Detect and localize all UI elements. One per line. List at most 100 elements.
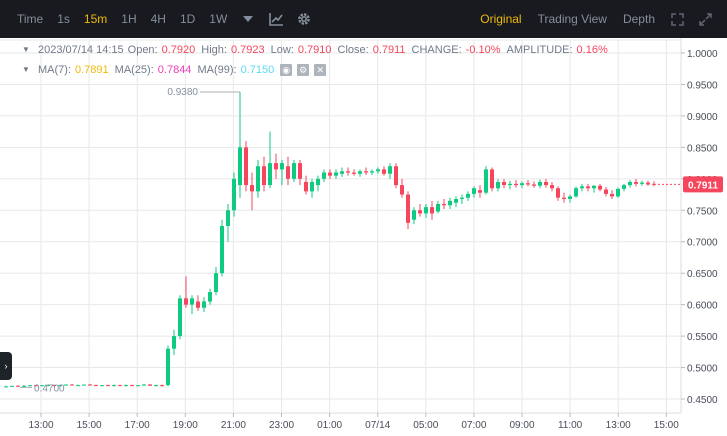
candle-body (508, 183, 512, 186)
candle-body (16, 385, 20, 387)
candle-body (520, 183, 524, 186)
x-tick-label: 07/14 (365, 420, 390, 431)
amplitude-value: 0.16% (576, 44, 608, 56)
interval-1w[interactable]: 1W (209, 12, 228, 26)
candle-body (232, 178, 236, 211)
y-tick-label: 1.0000 (687, 49, 718, 60)
ma7-value: 0.7891 (75, 64, 109, 76)
high-label: High: (201, 44, 227, 56)
candle-body (358, 171, 362, 174)
interval-1d[interactable]: 1D (179, 12, 196, 26)
candle-body (226, 210, 230, 226)
close-label: Close: (337, 44, 369, 56)
view-depth[interactable]: Depth (622, 12, 655, 26)
candle-body (124, 385, 128, 387)
interval-time[interactable]: Time (17, 12, 44, 26)
chevron-down-icon[interactable] (234, 0, 262, 38)
x-tick-label: 05:00 (413, 420, 438, 431)
ma-row: ▼ MA(7): 0.7891 MA(25): 0.7844 MA(99): 0… (22, 60, 614, 80)
interval-1h[interactable]: 1H (121, 12, 137, 26)
candle-body (160, 385, 164, 387)
candle-body (52, 385, 56, 387)
candle-body (82, 384, 86, 386)
high-value: 0.7923 (230, 44, 265, 56)
candle-body (154, 385, 158, 387)
candle-body (562, 197, 566, 199)
y-tick-label: 0.6000 (687, 301, 718, 312)
candle-body (454, 198, 458, 203)
ma7-label: MA(7): (38, 64, 71, 76)
candle-body (418, 210, 422, 214)
candle-body (346, 171, 350, 173)
candle-body (568, 196, 572, 199)
x-tick-label: 17:00 (125, 420, 150, 431)
caret-down-icon[interactable]: ▼ (22, 45, 30, 54)
candle-body (112, 385, 116, 387)
x-tick-label: 15:00 (77, 420, 102, 431)
candle-body (652, 183, 656, 185)
current-price-label: 0.7911 (688, 180, 718, 191)
candle-body (412, 210, 416, 220)
candle-body (340, 171, 344, 174)
view-selector: Original Trading View Depth (472, 0, 727, 38)
interval-4h[interactable]: 4H (150, 12, 166, 26)
candle-body (136, 385, 140, 387)
candle-body (538, 181, 542, 186)
open-label: Open: (127, 44, 158, 56)
y-tick-label: 0.4500 (687, 395, 718, 406)
candle-body (610, 193, 614, 197)
y-tick-label: 0.6500 (687, 269, 718, 280)
candle-body (172, 336, 176, 349)
candle-body (550, 185, 554, 189)
chart-area[interactable]: 1.00000.95000.90000.85000.80000.75000.70… (0, 38, 727, 436)
candle-body (484, 169, 488, 193)
candle-body (634, 181, 638, 184)
candle-body (64, 384, 68, 386)
interval-15m[interactable]: 15m (83, 12, 108, 26)
interval-selector: Time 1s 15m 1H 4H 1D 1W (0, 0, 318, 38)
expand-icon[interactable] (663, 0, 691, 38)
interval-1s[interactable]: 1s (57, 12, 70, 26)
ma99-value: 0.7150 (240, 64, 275, 76)
view-trading-view[interactable]: Trading View (537, 12, 607, 26)
ma25-label: MA(25): (114, 64, 154, 76)
candle-body (472, 188, 476, 194)
eye-icon[interactable]: ◉ (280, 64, 293, 76)
candle-body (400, 185, 404, 195)
view-original[interactable]: Original (480, 12, 522, 26)
candle-body (316, 178, 320, 186)
candle-body (76, 385, 80, 387)
candle-body (442, 203, 446, 206)
candle-body (58, 385, 62, 387)
popout-icon[interactable] (691, 0, 719, 38)
low-marker-label: 0.4700 (34, 383, 65, 394)
gear-icon[interactable] (290, 0, 318, 38)
candle-body (376, 169, 380, 172)
caret-down-icon[interactable]: ▼ (22, 65, 30, 74)
candle-body (88, 384, 92, 386)
candle-body (286, 166, 290, 179)
candle-body (268, 163, 272, 186)
candle-body (478, 190, 482, 193)
settings-icon[interactable]: ⚙ (297, 64, 310, 76)
candle-body (22, 385, 26, 387)
x-tick-label: 19:00 (173, 420, 198, 431)
candlestick-chart[interactable]: 1.00000.95000.90000.85000.80000.75000.70… (0, 38, 727, 436)
amplitude-label: AMPLITUDE: (506, 44, 573, 56)
candle-body (274, 163, 278, 170)
candle-body (46, 385, 50, 387)
candle-body (262, 166, 266, 186)
high-marker-label: 0.9380 (167, 87, 198, 98)
candle-body (166, 348, 170, 386)
candle-body (280, 163, 284, 170)
candle-body (184, 298, 188, 305)
side-panel-toggle[interactable]: › (0, 352, 12, 380)
chart-toolbar: Time 1s 15m 1H 4H 1D 1W Original Trading… (0, 0, 727, 38)
candle-body (238, 147, 242, 186)
close-icon[interactable]: ✕ (314, 64, 327, 76)
indicator-icon[interactable] (262, 0, 290, 38)
candle-body (322, 172, 326, 179)
chevron-right-icon: › (4, 361, 8, 371)
candle-body (526, 183, 530, 185)
candle-body (460, 197, 464, 199)
